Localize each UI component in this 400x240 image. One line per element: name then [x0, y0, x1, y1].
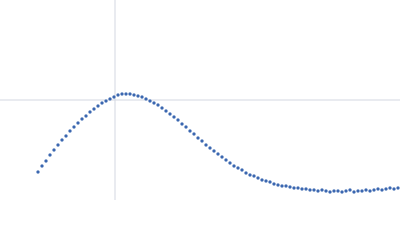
point — [296, 186, 300, 190]
point — [220, 155, 224, 159]
point — [144, 97, 148, 101]
point — [344, 189, 348, 193]
point — [300, 187, 304, 191]
point — [340, 190, 344, 194]
point — [84, 114, 88, 118]
point — [172, 115, 176, 119]
point — [256, 176, 260, 180]
point — [40, 164, 44, 168]
point — [112, 95, 116, 99]
point — [60, 138, 64, 142]
point — [160, 106, 164, 110]
point — [276, 183, 280, 187]
point — [52, 148, 56, 152]
point — [72, 125, 76, 129]
point — [264, 179, 268, 183]
point — [372, 188, 376, 192]
point — [68, 129, 72, 133]
point — [320, 188, 324, 192]
point — [140, 95, 144, 99]
point — [124, 92, 128, 96]
point — [120, 92, 124, 96]
point — [92, 107, 96, 111]
point — [128, 92, 132, 96]
point — [244, 171, 248, 175]
point — [288, 185, 292, 189]
point — [180, 122, 184, 126]
point — [116, 93, 120, 97]
point — [368, 189, 372, 193]
point — [360, 189, 364, 193]
point — [356, 189, 360, 193]
point — [80, 117, 84, 121]
point — [384, 187, 388, 191]
point — [168, 112, 172, 116]
point — [388, 186, 392, 190]
point — [268, 180, 272, 184]
point — [96, 104, 100, 108]
point — [216, 152, 220, 156]
point — [232, 164, 236, 168]
point — [48, 153, 52, 157]
point — [304, 187, 308, 191]
point — [312, 188, 316, 192]
point — [328, 190, 332, 194]
point — [188, 129, 192, 133]
point — [292, 186, 296, 190]
point — [316, 189, 320, 193]
point — [192, 132, 196, 136]
point — [148, 99, 152, 103]
point — [336, 189, 340, 193]
page: (() => { const data = JSON.parse(documen… — [0, 0, 400, 200]
point — [156, 103, 160, 107]
point — [44, 159, 48, 163]
point — [380, 188, 384, 192]
point — [100, 101, 104, 105]
point — [376, 187, 380, 191]
point — [176, 118, 180, 122]
point — [132, 93, 136, 97]
point — [76, 121, 80, 125]
point — [224, 158, 228, 162]
point — [208, 146, 212, 150]
point — [352, 190, 356, 194]
point — [104, 99, 108, 103]
point — [392, 187, 396, 191]
point — [272, 182, 276, 186]
point — [200, 139, 204, 143]
point — [164, 109, 168, 113]
point — [108, 97, 112, 101]
point — [228, 161, 232, 165]
point — [136, 94, 140, 98]
point — [240, 168, 244, 172]
point — [252, 174, 256, 178]
point — [56, 143, 60, 147]
point — [196, 136, 200, 140]
point — [212, 149, 216, 153]
point — [324, 189, 328, 193]
point — [88, 110, 92, 114]
point — [204, 143, 208, 147]
chart — [0, 0, 400, 200]
point — [284, 184, 288, 188]
point — [396, 186, 400, 190]
point — [152, 101, 156, 105]
point — [184, 125, 188, 129]
point — [36, 170, 40, 174]
point — [64, 134, 68, 138]
point — [248, 173, 252, 177]
point — [236, 166, 240, 170]
point — [260, 178, 264, 182]
point — [280, 184, 284, 188]
point — [348, 188, 352, 192]
point — [332, 189, 336, 193]
point — [364, 188, 368, 192]
point — [308, 188, 312, 192]
